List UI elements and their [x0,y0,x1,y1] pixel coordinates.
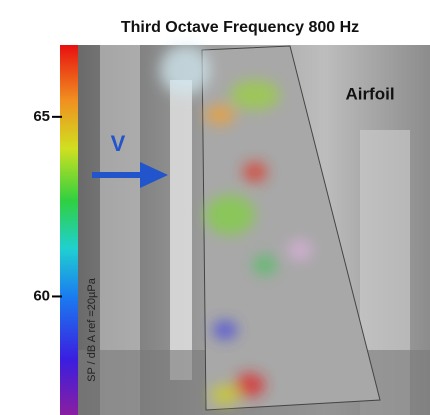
airfoil-label: Airfoil [345,84,394,103]
figure-title: Third Octave Frequency 800 Hz [121,19,359,36]
tick-label: 65 [33,108,50,125]
colorbar [60,45,78,415]
colorbar-ticks: 60 65 [33,108,62,304]
velocity-label: V [111,131,126,156]
velocity-arrow [92,162,168,188]
colorbar-label: SP / dB A ref =20µPa [86,277,98,382]
photo [78,45,430,415]
tick-label: 60 [33,287,50,304]
